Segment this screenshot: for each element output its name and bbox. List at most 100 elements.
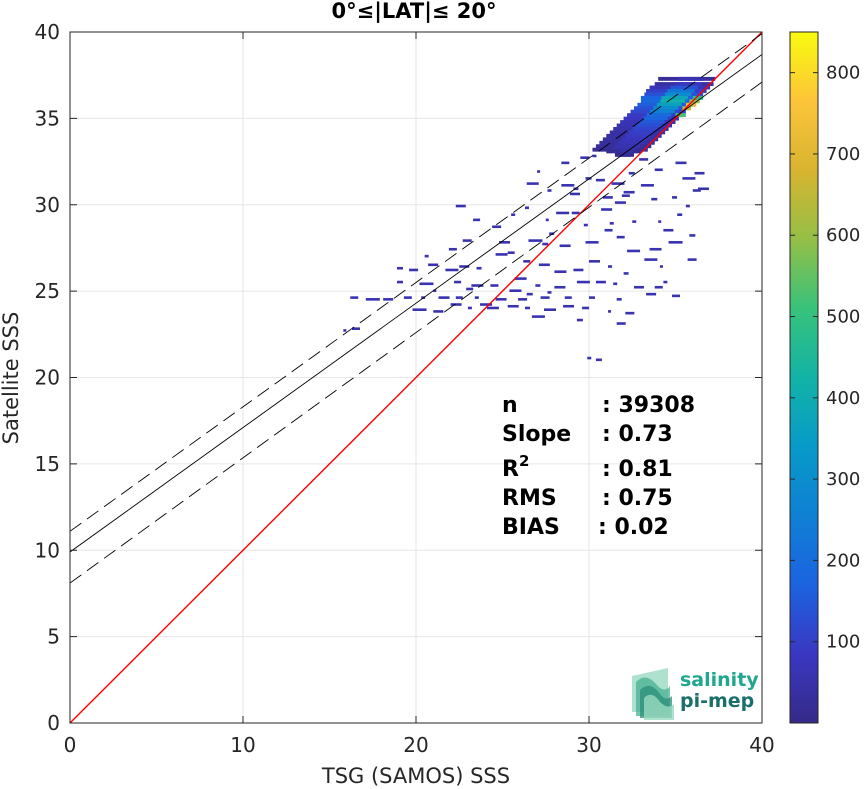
density-cell [618,149,634,154]
x-tick-label: 40 [749,733,774,757]
density-cell [576,280,590,284]
density-cell [670,85,698,90]
density-cell [509,289,522,292]
density-cell [514,277,527,280]
density-cell [618,140,644,145]
y-tick-label: 40 [35,20,60,44]
salinity-pi-mep-logo: salinity pi-mep [632,668,759,720]
density-cell [438,296,450,299]
density-cell [646,113,672,118]
y-tick-label: 0 [47,711,60,735]
density-cell [653,106,679,111]
stats-label: R [502,457,519,482]
density-cell [692,95,704,100]
density-cell [668,241,683,244]
density-cell [583,223,588,227]
density-cell [692,189,701,192]
y-tick-label: 20 [35,366,60,390]
stats-label: BIAS [502,515,560,540]
density-cell [651,197,658,201]
density-cell [611,182,625,185]
density-cell [433,310,444,313]
density-cell [592,154,597,158]
lower-bound-line [70,81,762,584]
one-to-one-line [70,32,762,723]
density-cell [495,298,507,301]
density-cell [365,298,380,301]
density-cell [490,284,499,287]
density-cell [462,239,472,242]
density-cell [563,304,575,308]
density-cell [649,109,675,114]
density-cell [625,133,651,138]
density-cell [571,211,580,215]
density-cell [424,254,429,258]
stats-label-superscript: 2 [519,452,529,470]
density-cell [524,306,530,310]
density-cell [448,247,457,251]
density-cell [492,225,502,229]
density-cell [580,156,590,159]
density-cell [383,298,394,301]
density-cell [614,201,626,204]
density-cell [656,102,682,107]
colorbar-tick-label: 100 [826,632,860,653]
density-cell [585,177,592,180]
density-cell [455,204,466,208]
density-cell [507,304,519,308]
density-cell [633,285,644,289]
density-cell [467,306,472,310]
density-cell [554,285,566,289]
density-cell [615,144,641,149]
density-cell [556,211,570,215]
density-cell [573,268,584,272]
density-cell [445,268,459,272]
density-cell [585,241,599,244]
density-cell [595,280,606,284]
density-cell [480,303,493,306]
y-tick-label: 10 [35,538,60,562]
density-cell [654,285,663,289]
density-cell [561,184,575,187]
colorbar-tick-label: 700 [826,144,860,165]
density-cell [661,95,688,100]
density-cell [507,251,515,254]
density-cell [642,116,668,121]
logo-line1: salinity [680,669,759,691]
density-cell [616,322,626,325]
density-cell [616,235,625,239]
density-cell [616,298,622,301]
density-cell [654,168,663,172]
colorbar-tick-label: 600 [826,225,860,246]
density-cell [476,266,482,270]
density-cell [659,265,663,268]
density-cell [672,294,681,298]
density-cell [608,310,612,313]
density-cell [538,263,550,267]
density-cell [569,192,580,196]
density-cell [526,292,533,296]
density-cell [660,99,686,104]
density-cell [609,222,614,225]
stats-value: : 0.75 [602,486,673,511]
density-cell [601,208,613,211]
density-cell [675,113,686,118]
density-cell [495,253,508,256]
density-cell [537,170,541,173]
density-cell [350,296,359,299]
density-cell [678,76,704,81]
stats-value: : 39308 [602,393,695,418]
colorbar-tick-label: 200 [826,550,860,571]
density-cell [474,296,479,299]
density-cell [511,213,516,216]
density-cell [526,182,539,185]
density-cell [689,234,696,237]
density-cell [682,177,696,180]
density-cell [554,270,567,273]
density-cell [589,296,595,299]
x-tick-label: 20 [403,733,428,757]
density-cell [524,206,529,210]
colorbar-tick-label: 500 [826,307,860,328]
density-cell [535,284,541,287]
